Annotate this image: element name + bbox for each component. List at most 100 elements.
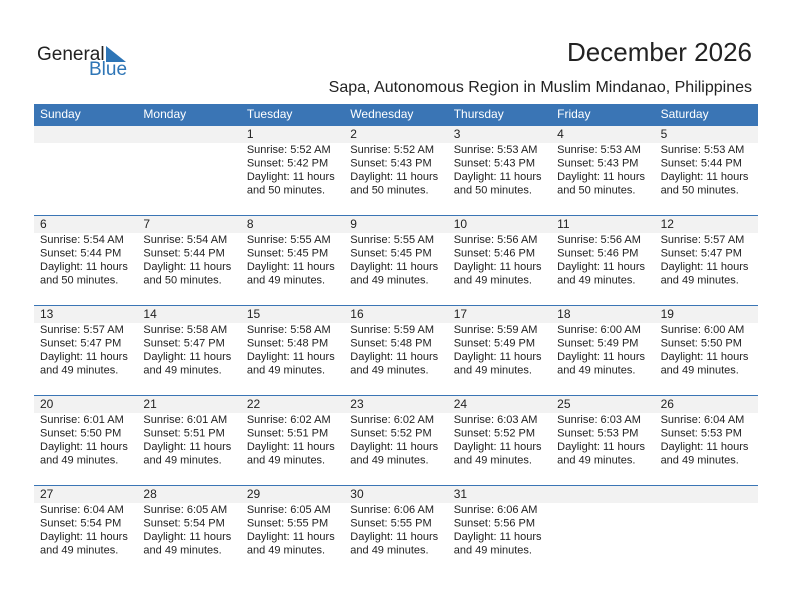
day-number: 27 [40, 487, 54, 501]
day-number: 25 [557, 397, 571, 411]
logo-blue: Blue [89, 59, 127, 80]
daylight: Daylight: 11 hours [40, 351, 128, 363]
day-number: 15 [247, 307, 261, 321]
daylight: Daylight: 11 hours [661, 261, 749, 273]
daylight: Daylight: 11 hours [557, 351, 645, 363]
logo-mark [106, 46, 126, 62]
day-number: 21 [143, 397, 157, 411]
day-number: 1 [247, 127, 254, 141]
sunrise: Sunrise: 5:59 AM [350, 324, 434, 336]
sunrise: Sunrise: 6:05 AM [143, 504, 227, 516]
daylight: Daylight: 11 hours [143, 531, 231, 543]
daylight: Daylight: 11 hours [247, 441, 335, 453]
day-number: 11 [557, 217, 570, 231]
sunset: Sunset: 5:49 PM [557, 337, 638, 349]
sunset: Sunset: 5:43 PM [350, 157, 431, 169]
day-number: 10 [454, 217, 468, 231]
day-number: 3 [454, 127, 461, 141]
minutes: and 49 minutes. [454, 454, 532, 466]
day-number: 26 [661, 397, 675, 411]
daylight: Daylight: 11 hours [143, 441, 231, 453]
sunrise: Sunrise: 6:01 AM [40, 414, 124, 426]
sunset: Sunset: 5:54 PM [143, 517, 224, 529]
minutes: and 49 minutes. [247, 454, 325, 466]
daylight: Daylight: 11 hours [661, 351, 749, 363]
weekday: Sunday [40, 107, 81, 121]
minutes: and 49 minutes. [143, 364, 221, 376]
sunset: Sunset: 5:50 PM [661, 337, 742, 349]
sunset: Sunset: 5:53 PM [557, 427, 638, 439]
daylight: Daylight: 11 hours [454, 531, 542, 543]
daylight: Daylight: 11 hours [350, 171, 438, 183]
logo-general: General [37, 44, 105, 65]
day-number: 29 [247, 487, 261, 501]
sunrise: Sunrise: 5:59 AM [454, 324, 538, 336]
sunrise: Sunrise: 5:57 AM [661, 234, 745, 246]
minutes: and 49 minutes. [40, 364, 118, 376]
weekday: Monday [143, 107, 186, 121]
daylight: Daylight: 11 hours [454, 261, 542, 273]
day-number: 31 [454, 487, 468, 501]
sunrise: Sunrise: 6:01 AM [143, 414, 227, 426]
daylight: Daylight: 11 hours [454, 441, 542, 453]
day-number: 14 [143, 307, 157, 321]
daylight: Daylight: 11 hours [247, 351, 335, 363]
minutes: and 49 minutes. [247, 364, 325, 376]
minutes: and 50 minutes. [557, 184, 635, 196]
minutes: and 49 minutes. [40, 454, 118, 466]
sunrise: Sunrise: 6:06 AM [454, 504, 538, 516]
sunrise: Sunrise: 6:02 AM [247, 414, 331, 426]
daylight: Daylight: 11 hours [143, 261, 231, 273]
weekday: Tuesday [247, 107, 293, 121]
sunset: Sunset: 5:47 PM [143, 337, 224, 349]
minutes: and 49 minutes. [454, 274, 532, 286]
subtitle: Sapa, Autonomous Region in Muslim Mindan… [329, 79, 752, 96]
sunset: Sunset: 5:42 PM [247, 157, 328, 169]
minutes: and 50 minutes. [40, 274, 118, 286]
minutes: and 49 minutes. [40, 544, 118, 556]
minutes: and 49 minutes. [557, 274, 635, 286]
sunrise: Sunrise: 6:02 AM [350, 414, 434, 426]
sunrise: Sunrise: 5:58 AM [143, 324, 227, 336]
day-number: 12 [661, 217, 675, 231]
sunrise: Sunrise: 6:06 AM [350, 504, 434, 516]
sunrise: Sunrise: 5:58 AM [247, 324, 331, 336]
day-band [34, 395, 758, 413]
minutes: and 50 minutes. [350, 184, 428, 196]
sunset: Sunset: 5:50 PM [40, 427, 121, 439]
daylight: Daylight: 11 hours [557, 171, 645, 183]
minutes: and 49 minutes. [661, 274, 739, 286]
minutes: and 49 minutes. [454, 364, 532, 376]
sunrise: Sunrise: 5:57 AM [40, 324, 124, 336]
minutes: and 49 minutes. [143, 454, 221, 466]
sunrise: Sunrise: 6:00 AM [557, 324, 641, 336]
sunrise: Sunrise: 5:52 AM [350, 144, 434, 156]
sunrise: Sunrise: 5:55 AM [247, 234, 331, 246]
minutes: and 49 minutes. [350, 364, 428, 376]
daylight: Daylight: 11 hours [247, 531, 335, 543]
sunset: Sunset: 5:47 PM [40, 337, 121, 349]
day-number: 17 [454, 307, 468, 321]
day-number: 22 [247, 397, 261, 411]
title: December 2026 [567, 37, 752, 67]
sunset: Sunset: 5:45 PM [350, 247, 431, 259]
day-number: 7 [143, 217, 150, 231]
day-number: 28 [143, 487, 157, 501]
sunset: Sunset: 5:52 PM [454, 427, 535, 439]
minutes: and 49 minutes. [350, 274, 428, 286]
minutes: and 49 minutes. [247, 274, 325, 286]
minutes: and 49 minutes. [557, 364, 635, 376]
sunset: Sunset: 5:44 PM [661, 157, 742, 169]
sunrise: Sunrise: 6:04 AM [661, 414, 745, 426]
daylight: Daylight: 11 hours [454, 171, 542, 183]
daylight: Daylight: 11 hours [143, 351, 231, 363]
sunrise: Sunrise: 6:05 AM [247, 504, 331, 516]
weekday: Thursday [454, 107, 504, 121]
minutes: and 49 minutes. [454, 544, 532, 556]
day-number: 23 [350, 397, 364, 411]
day-number: 24 [454, 397, 468, 411]
sunrise: Sunrise: 5:54 AM [143, 234, 227, 246]
sunset: Sunset: 5:44 PM [143, 247, 224, 259]
daylight: Daylight: 11 hours [40, 261, 128, 273]
